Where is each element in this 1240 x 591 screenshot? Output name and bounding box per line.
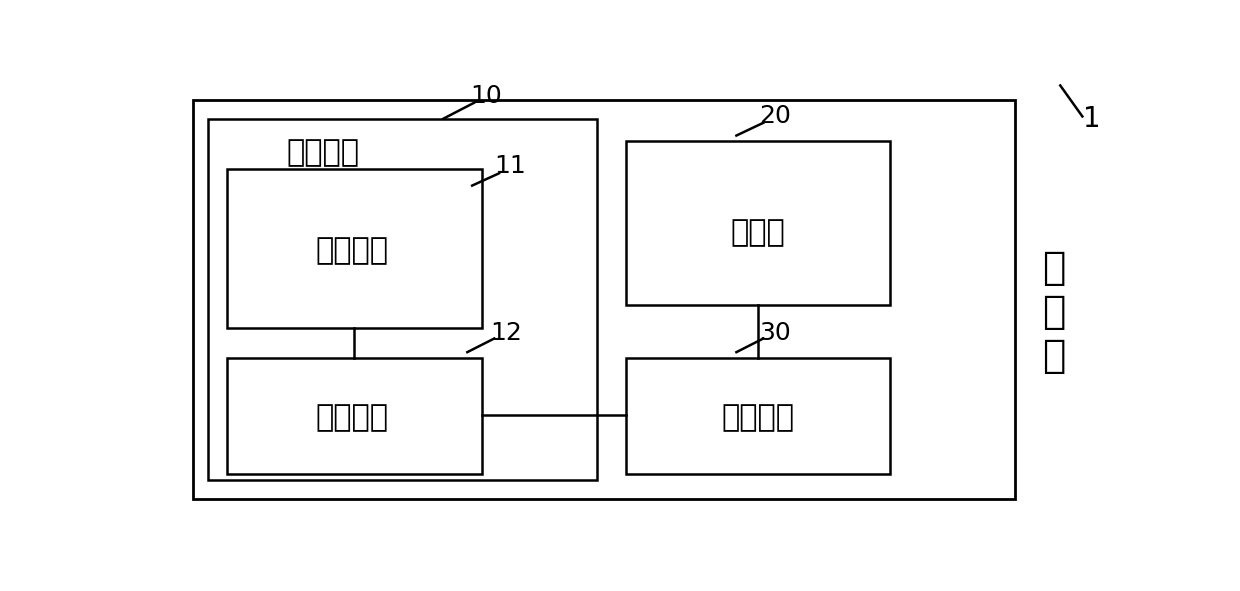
Text: 30: 30 <box>759 320 791 345</box>
Text: 1: 1 <box>1084 105 1101 133</box>
Bar <box>626 358 890 473</box>
Text: 20: 20 <box>759 105 791 128</box>
Text: 电
子
烟: 电 子 烟 <box>1042 249 1065 375</box>
Bar <box>227 358 481 473</box>
Text: 电池组件: 电池组件 <box>720 403 794 432</box>
Text: 调气机构: 调气机构 <box>286 138 360 167</box>
Text: 雾化器: 雾化器 <box>730 218 785 247</box>
Text: 11: 11 <box>495 154 527 178</box>
Bar <box>227 169 481 328</box>
Bar <box>193 100 1016 499</box>
Text: 12: 12 <box>490 320 522 345</box>
Text: 调气组件: 调气组件 <box>315 236 388 265</box>
Text: 10: 10 <box>471 84 502 108</box>
Bar <box>626 141 890 306</box>
Text: 控制系统: 控制系统 <box>315 403 388 432</box>
Bar <box>208 119 598 480</box>
